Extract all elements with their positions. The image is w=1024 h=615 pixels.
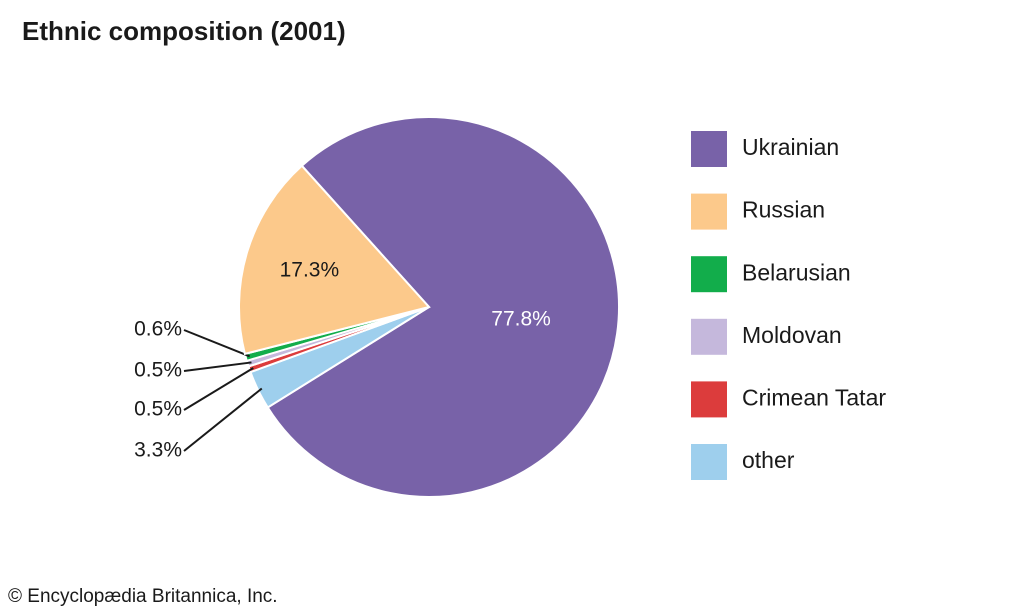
legend-swatch (691, 444, 727, 480)
data-label: 77.8% (491, 308, 551, 331)
leader-line (183, 387, 263, 452)
data-label: 0.5% (134, 398, 182, 421)
leader-line (183, 367, 254, 411)
legend-label: Ukrainian (742, 134, 839, 160)
pie-slice (266, 116, 620, 498)
leader-line (183, 361, 252, 372)
credit: © Encyclopædia Britannica, Inc. (8, 586, 278, 607)
data-label: 17.3% (280, 258, 340, 281)
legend-label: other (742, 447, 795, 473)
data-label: 3.3% (134, 439, 182, 462)
legend-label: Belarusian (742, 259, 851, 285)
legend-swatch (691, 131, 727, 167)
legend-label: Moldovan (742, 322, 842, 348)
legend-swatch (691, 193, 727, 230)
data-label: 0.5% (134, 359, 182, 382)
legend-label: Russian (742, 197, 825, 223)
data-label: 0.6% (134, 318, 182, 341)
legend-label: Crimean Tatar (742, 384, 886, 410)
pie-slice (238, 164, 431, 356)
legend-swatch (691, 318, 727, 355)
legend-swatch (691, 256, 727, 293)
chart-title: Ethnic composition (2001) (22, 16, 346, 46)
legend-swatch (691, 381, 727, 418)
leader-line (183, 329, 251, 358)
